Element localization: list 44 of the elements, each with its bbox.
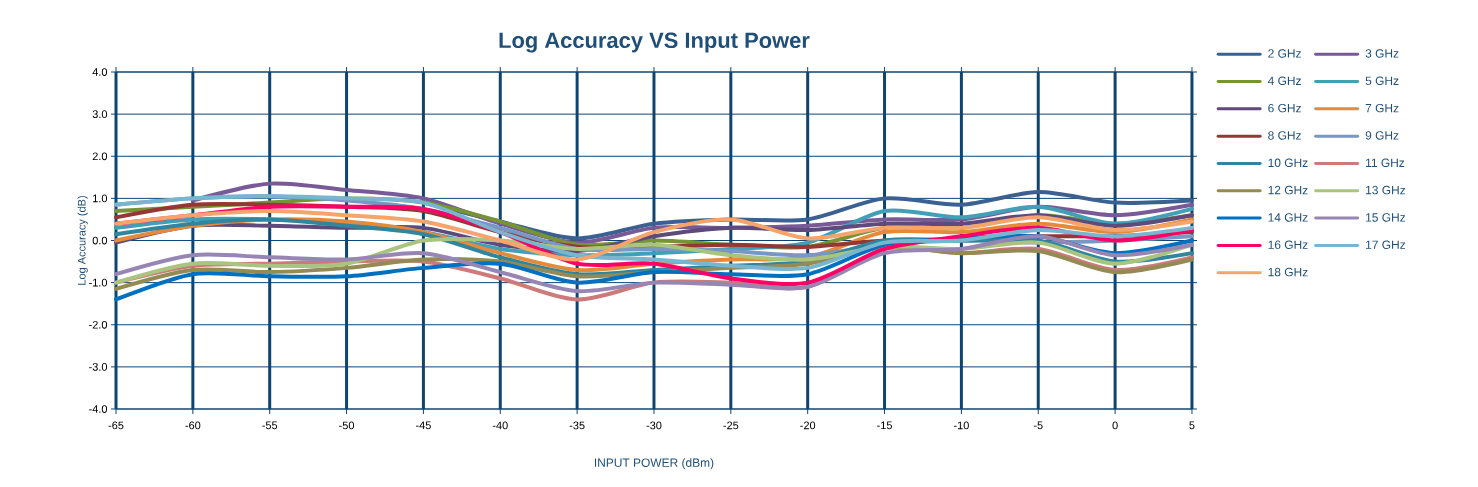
legend-label: 12 GHz	[1268, 185, 1308, 195]
legend-label: 14 GHz	[1268, 213, 1308, 222]
legend-label: 13 GHz	[1366, 185, 1406, 195]
x-tick-label: -5	[1033, 421, 1043, 430]
y-tick-label: 1.0	[93, 194, 108, 203]
legend-label: 15 GHz	[1366, 213, 1406, 222]
legend-label: 18 GHz	[1268, 267, 1308, 277]
legend-label: 3 GHz	[1365, 49, 1399, 58]
legend-label: 7 GHz	[1365, 103, 1399, 113]
chart-title: Log Accuracy VS Input Power	[499, 32, 810, 53]
y-tick-label: 4.0	[92, 68, 108, 76]
legend-label: 11 GHz	[1366, 158, 1405, 167]
legend-label: 16 GHz	[1268, 240, 1308, 249]
y-axis-title: Log Accuracy (dB)	[77, 196, 88, 285]
y-tick-label: -2.0	[89, 320, 108, 329]
x-tick-label: -55	[262, 421, 278, 430]
legend-label: 9 GHz	[1365, 131, 1399, 140]
x-tick-label: -40	[492, 421, 508, 430]
x-tick-label: -15	[877, 421, 892, 430]
legend-label: 6 GHz	[1268, 103, 1301, 113]
y-tick-label: -1.0	[89, 278, 108, 287]
legend-label: 4 GHz	[1267, 76, 1301, 86]
x-tick-label: -65	[108, 421, 124, 430]
x-tick-label: -45	[415, 421, 431, 430]
x-tick-label: -35	[569, 421, 585, 430]
x-axis-title: INPUT POWER (dBm)	[594, 458, 714, 470]
x-tick-label: 5	[1189, 421, 1195, 430]
y-tick-label: 2.0	[92, 152, 108, 161]
x-tick-label: -30	[646, 421, 662, 430]
x-tick-label: -50	[339, 421, 355, 430]
legend-label: 2 GHz	[1268, 49, 1301, 58]
y-tick-label: 3.0	[92, 110, 108, 119]
y-tick-label: -3.0	[89, 363, 108, 371]
x-tick-label: 0	[1112, 421, 1118, 430]
legend-label: 17 GHz	[1366, 240, 1406, 249]
x-tick-label: -25	[723, 421, 739, 430]
y-tick-label: 0.0	[92, 236, 108, 245]
x-tick-label: -10	[953, 421, 969, 430]
legend-label: 8 GHz	[1268, 131, 1301, 140]
y-tick-label: -4.0	[89, 405, 108, 413]
legend-label: 5 GHz	[1365, 76, 1399, 86]
legend-label: 10 GHz	[1268, 158, 1308, 167]
x-tick-label: -60	[185, 421, 201, 430]
x-tick-label: -20	[800, 421, 816, 430]
